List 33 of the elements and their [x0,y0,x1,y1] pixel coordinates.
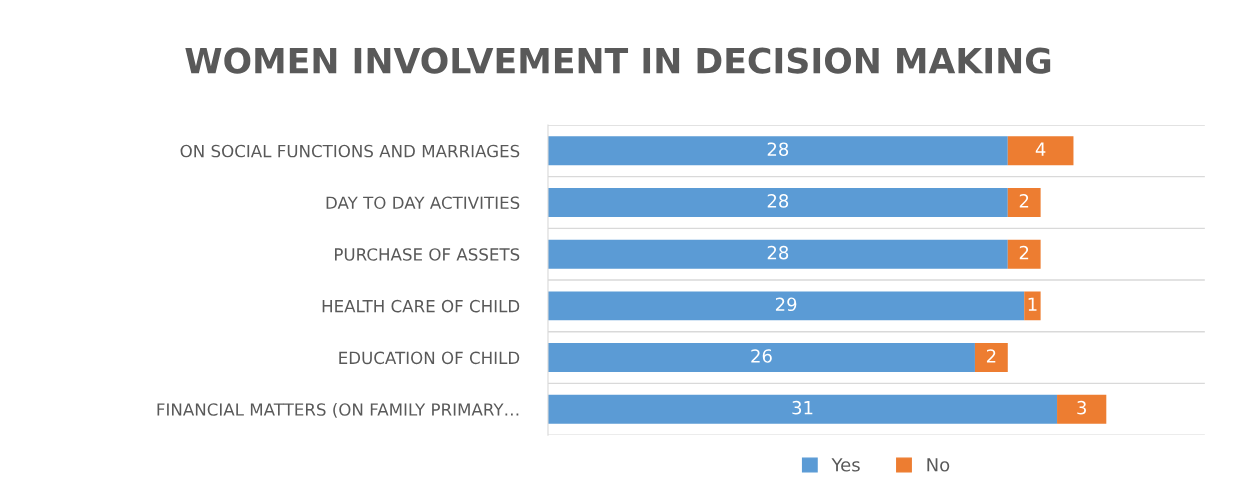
bar [1007,188,1041,217]
y-tick-label: EDUCATION OF CHILD [339,351,520,365]
bar [547,239,1008,269]
bar [547,291,1025,321]
bar [1007,136,1074,166]
legend-label: Yes [831,458,860,472]
y-tick-label: ON SOCIAL FUNCTIONS AND MARRIAGES [180,144,520,158]
bar [547,394,1058,424]
bar [1024,291,1041,321]
chart-title: WOMEN INVOLVEMENT IN DECISION MAKING [185,47,1051,74]
bar [547,343,975,373]
y-tick-label: FINANCIAL MATTERS (ON FAMILY PRIMARY… [157,402,519,418]
data-label: 1 [1028,297,1037,311]
y-tick-label: HEALTH CARE OF CHILD [322,299,520,313]
data-label: 28 [767,245,789,260]
data-label: 28 [767,142,789,157]
data-label: 4 [1035,142,1046,156]
data-label: 31 [792,400,813,415]
bar [547,188,1008,217]
data-label: 29 [775,297,797,312]
data-label: 3 [1077,400,1086,415]
legend-label: No [927,458,950,472]
y-tick-label: PURCHASE OF ASSETS [335,248,520,261]
data-label: 28 [767,194,789,208]
data-label: 2 [986,349,996,363]
bar [1007,239,1041,269]
bar [974,343,1008,373]
bar [547,136,1008,166]
bar [1057,394,1107,424]
data-label: 2 [1019,245,1029,260]
y-tick-label: DAY TO DAY ACTIVITIES [326,196,520,210]
data-label: 2 [1019,194,1029,208]
data-label: 26 [751,349,772,363]
